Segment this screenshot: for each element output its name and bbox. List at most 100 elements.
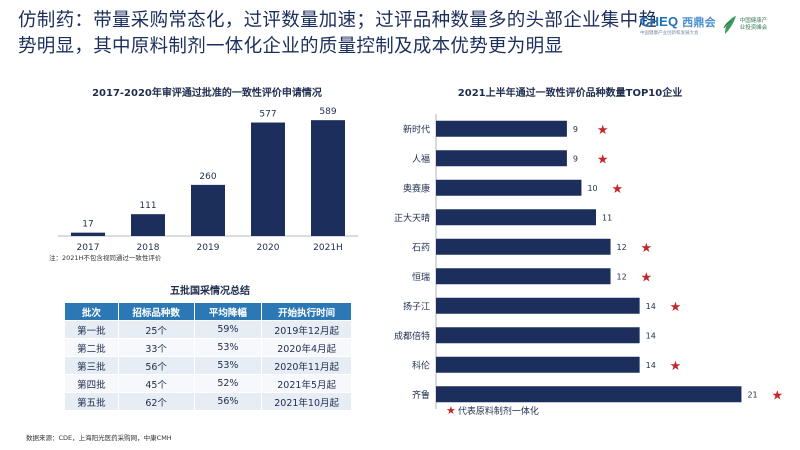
summit-logo: 中国健康产业投资峰会 — [722, 14, 768, 36]
data-label: 9 — [573, 154, 578, 163]
table-cell: 2019年12月起 — [261, 320, 352, 339]
table-cell: 53% — [193, 356, 263, 375]
table-cell: 2020年4月起 — [261, 338, 352, 357]
table-row: 第五批 62个 56% 2021年10月起 — [64, 392, 352, 411]
y-tick-label: 齐鲁 — [412, 389, 430, 401]
data-label: 260 — [199, 172, 216, 182]
table-row: 第一批 25个 59% 2019年12月起 — [64, 320, 352, 339]
star-marker: ★ — [670, 300, 682, 315]
y-tick-label: 奥赛康 — [403, 182, 430, 194]
data-label: 9 — [573, 125, 578, 134]
table-cell: 59% — [193, 320, 263, 339]
y-tick-label: 科伦 — [412, 359, 430, 371]
y-tick-label: 人福 — [412, 153, 430, 165]
slide-title: 仿制药：带量采购常态化，过评数量加速；过评品种数量多的头部企业集中趋势明显，其中… — [18, 10, 658, 57]
bar — [436, 120, 567, 137]
bar — [251, 122, 285, 236]
data-label: 17 — [82, 220, 93, 230]
table-cell: 第一批 — [64, 320, 119, 339]
bar — [436, 327, 640, 344]
bar — [436, 297, 640, 314]
data-label: 14 — [646, 361, 656, 370]
star-marker: ★ — [597, 152, 609, 167]
table-cell: 2021年10月起 — [261, 392, 352, 411]
data-label: 12 — [617, 272, 627, 281]
table-row: 第二批 33个 53% 2020年4月起 — [64, 338, 352, 357]
star-marker: ★ — [641, 270, 653, 285]
table-cell: 第三批 — [64, 356, 119, 375]
data-label: 21 — [747, 390, 757, 399]
table-row: 第三批 56个 53% 2020年11月起 — [64, 356, 352, 375]
cheq-logo-text: CHEQ — [640, 14, 679, 29]
cheq-logo-cn: 西鼎会 — [682, 17, 716, 29]
bar — [436, 268, 611, 285]
table-cell: 2020年11月起 — [261, 356, 352, 375]
y-tick-label: 成都倍特 — [394, 330, 430, 342]
x-tick-label: 2019 — [197, 243, 220, 253]
table-cell: 56% — [193, 392, 263, 411]
data-label: 11 — [602, 213, 612, 222]
bar — [71, 232, 105, 236]
cheq-logo: CHEQ 西鼎会 中国健康产业创新和发展大会 — [640, 14, 716, 36]
column-header: 批次 — [64, 302, 119, 321]
column-header: 开始执行时间 — [261, 302, 352, 321]
y-tick-label: 石药 — [412, 242, 430, 253]
table-title: 五批国采情况总结 — [170, 286, 250, 297]
data-label: 14 — [646, 331, 656, 340]
star-marker: ★ — [611, 182, 623, 197]
table-header-row: 批次 招标品种数 平均降幅 开始执行时间 — [64, 302, 352, 321]
data-source-note: 数据来源：CDE，上海阳光医药采购网，中康CMH — [26, 434, 172, 442]
y-tick-label: 恒瑞 — [412, 271, 430, 283]
table-cell: 62个 — [117, 392, 195, 411]
table-cell: 33个 — [117, 338, 195, 357]
x-tick-label: 2020 — [257, 243, 280, 253]
chart-note: 注：2021H不包含视同通过一致性评价 — [49, 254, 162, 262]
star-marker: ★ — [597, 123, 609, 138]
approval-bar-chart: 17 2017 111 2018 260 2019 577 2020 589 2021H — [58, 107, 358, 253]
table-row: 第四批 45个 52% 2021年5月起 — [64, 374, 352, 393]
table-cell: 第五批 — [64, 392, 119, 411]
star-icon: ★ — [446, 403, 456, 417]
cheq-logo-sub: 中国健康产业创新和发展大会 — [640, 31, 699, 36]
top10-bar-chart: 新时代 9 ★ 人福 9 ★ 奥赛康 10 ★ 正大天晴 11 石药 12 ★ 恒瑞 12 ★ 扬子江 14 ★ 成都倍… — [394, 114, 783, 409]
table-cell: 45个 — [117, 374, 195, 393]
leaf-icon — [723, 16, 736, 34]
bar — [436, 150, 567, 167]
right-chart-title: 2021上半年通过一致性评价品种数量TOP10企业 — [457, 88, 683, 99]
table-cell: 第四批 — [64, 374, 119, 393]
star-marker: ★ — [771, 388, 783, 403]
logo-area: CHEQ 西鼎会 中国健康产业创新和发展大会 中国健康产业投资峰会 — [640, 8, 790, 42]
column-header: 招标品种数 — [117, 302, 195, 321]
x-tick-label: 2021H — [313, 243, 343, 253]
bar — [436, 179, 582, 196]
table-cell: 52% — [193, 374, 263, 393]
table-cell: 2021年5月起 — [261, 374, 352, 393]
table-cell: 53% — [193, 338, 263, 357]
x-tick-label: 2018 — [137, 243, 160, 253]
data-label: 589 — [319, 107, 336, 117]
table-cell: 25个 — [117, 320, 195, 339]
y-tick-label: 正大天晴 — [394, 212, 430, 224]
bar — [191, 184, 225, 236]
table-cell: 56个 — [117, 356, 195, 375]
bar — [436, 356, 640, 373]
left-chart-title: 2017-2020年审评通过批准的一致性评价申请情况 — [92, 88, 322, 99]
procurement-summary-table: 批次 招标品种数 平均降幅 开始执行时间 第一批 25个 59% 2019年12… — [64, 302, 352, 411]
bar — [436, 386, 742, 403]
data-label: 12 — [617, 243, 627, 252]
data-label: 10 — [587, 184, 597, 193]
legend: ★ 代表原料制剂一体化 — [446, 403, 539, 418]
bar — [311, 120, 345, 236]
y-tick-label: 扬子江 — [403, 300, 430, 312]
bar — [436, 209, 596, 226]
summit-logo-text: 中国健康产业投资峰会 — [739, 18, 768, 31]
bar — [436, 238, 611, 255]
column-header: 平均降幅 — [193, 302, 263, 321]
bar — [131, 214, 165, 236]
table-cell: 第二批 — [64, 338, 119, 357]
data-label: 111 — [139, 201, 156, 211]
x-tick-label: 2017 — [77, 243, 100, 253]
star-marker: ★ — [641, 241, 653, 256]
legend-label: 代表原料制剂一体化 — [457, 407, 539, 417]
y-tick-label: 新时代 — [403, 123, 430, 135]
